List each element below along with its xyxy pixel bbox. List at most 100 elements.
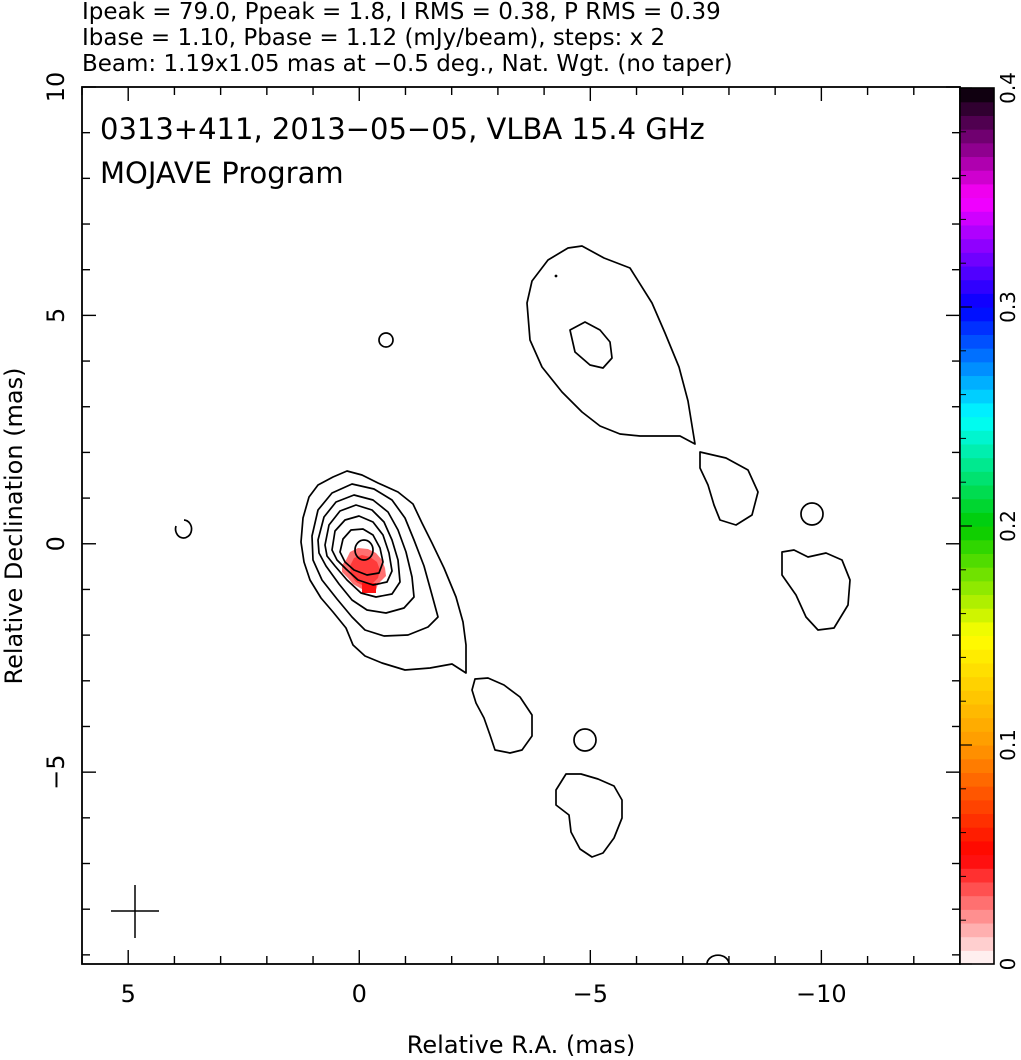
colorbar-step xyxy=(960,457,994,472)
colorbar-step xyxy=(960,909,994,924)
jet-knot-2 xyxy=(573,728,597,752)
colorbar-step xyxy=(960,758,994,773)
y-tick-label: 10 xyxy=(42,72,70,103)
colorbar-step xyxy=(960,402,994,418)
colorbar-step xyxy=(960,142,994,158)
jet-knot-1 xyxy=(471,677,533,754)
colorbar-tick-label: 0 xyxy=(996,958,1020,971)
colorbar-step xyxy=(960,498,994,513)
chart-subtitle: MOJAVE Program xyxy=(100,156,344,190)
colorbar-step xyxy=(960,430,994,445)
header-line-1: Ipeak = 79.0, Ppeak = 1.8, I RMS = 0.38,… xyxy=(82,0,721,25)
core-contour-7 xyxy=(354,539,374,561)
x-tick-label: 0 xyxy=(352,980,367,1008)
colorbar-step xyxy=(960,443,994,459)
outer-knot-hatched xyxy=(569,321,613,369)
colorbar-step xyxy=(960,950,994,965)
core-contour-6 xyxy=(339,528,384,576)
colorbar-step xyxy=(960,526,994,541)
x-tick-label: −5 xyxy=(573,980,608,1008)
y-tick-labels: 10 5 0 −5 xyxy=(42,72,70,790)
polarization-region xyxy=(342,548,386,593)
colorbar-tick-labels: 0 0.1 0.2 0.3 0.4 xyxy=(960,72,1020,970)
colorbar-step xyxy=(960,799,994,815)
colorbar-step xyxy=(960,279,994,294)
colorbar-step xyxy=(960,621,994,637)
jet-knot-5 xyxy=(800,502,824,526)
header-line-2: Ibase = 1.10, Pbase = 1.12 (mJy/beam), s… xyxy=(82,25,665,51)
small-contour-west xyxy=(174,519,193,539)
colorbar-step xyxy=(960,840,994,856)
colorbar-step xyxy=(960,238,994,253)
jet-knot-3 xyxy=(555,773,623,858)
y-tick-label: 0 xyxy=(42,536,70,551)
colorbar-step xyxy=(960,868,994,883)
colorbar-step xyxy=(960,129,994,144)
core-contour-1 xyxy=(300,470,467,674)
colorbar-step xyxy=(960,745,994,760)
beam-marker xyxy=(111,885,159,938)
colorbar-step xyxy=(960,703,994,719)
colorbar-step xyxy=(960,471,994,486)
jet-knot-4 xyxy=(699,451,759,526)
colorbar-tick-label: 0.2 xyxy=(996,510,1020,542)
colorbar-step xyxy=(960,813,994,828)
colorbar-step xyxy=(960,211,994,226)
colorbar-step xyxy=(960,307,994,322)
plot-frame xyxy=(81,86,961,965)
small-contour-north xyxy=(378,332,394,348)
colorbar-step xyxy=(960,936,994,951)
colorbar-tick-label: 0.4 xyxy=(996,72,1020,104)
colorbar-step xyxy=(960,854,994,869)
colorbar-step xyxy=(960,416,994,431)
colorbar-step xyxy=(960,649,994,664)
colorbar-step xyxy=(960,101,994,116)
jet-contours xyxy=(174,245,851,965)
colorbar-step xyxy=(960,827,994,842)
header-line-3: Beam: 1.19x1.05 mas at −0.5 deg., Nat. W… xyxy=(82,51,733,77)
y-tick-label: 5 xyxy=(42,308,70,323)
colorbar-step xyxy=(960,580,994,596)
colorbar-step xyxy=(960,265,994,281)
y-axis-label: Relative Declination (mas) xyxy=(0,367,28,684)
colorbar-step xyxy=(960,539,994,554)
colorbar-step xyxy=(960,115,994,130)
core-contour-5 xyxy=(331,515,393,586)
jet-knot-6 xyxy=(781,549,851,631)
colorbar-step xyxy=(960,334,994,349)
colorbar-step xyxy=(960,635,994,650)
colorbar-step xyxy=(960,183,994,199)
tiny-contour xyxy=(554,274,558,278)
colorbar-step xyxy=(960,731,994,746)
colorbar-step xyxy=(960,553,994,568)
colorbar-step xyxy=(960,252,994,267)
colorbar-step xyxy=(960,361,994,377)
colorbar-step xyxy=(960,786,994,801)
colorbar-step xyxy=(960,348,994,363)
x-axis-label: Relative R.A. (mas) xyxy=(407,1031,635,1059)
outer-lobe xyxy=(526,245,696,445)
colorbar-step xyxy=(960,156,994,171)
colorbar-tick-label: 0.1 xyxy=(996,729,1020,761)
colorbar xyxy=(960,88,994,965)
colorbar-step xyxy=(960,512,994,527)
colorbar-step xyxy=(960,608,994,623)
x-tick-labels: 5 0 −5 −10 xyxy=(121,980,847,1008)
colorbar-step xyxy=(960,676,994,691)
colorbar-step xyxy=(960,922,994,938)
colorbar-step xyxy=(960,662,994,678)
core-contour-4 xyxy=(324,504,401,598)
colorbar-step xyxy=(960,484,994,500)
colorbar-step xyxy=(960,389,994,404)
small-contour-south xyxy=(706,954,730,965)
axis-ticks xyxy=(81,86,961,964)
colorbar-step xyxy=(960,170,994,185)
chart-title: 0313+411, 2013−05−05, VLBA 15.4 GHz xyxy=(100,112,705,146)
colorbar-step xyxy=(960,224,994,240)
colorbar-step xyxy=(960,293,994,308)
colorbar-step xyxy=(960,320,994,335)
colorbar-step xyxy=(960,772,994,787)
colorbar-step xyxy=(960,567,994,582)
colorbar-step xyxy=(960,197,994,212)
